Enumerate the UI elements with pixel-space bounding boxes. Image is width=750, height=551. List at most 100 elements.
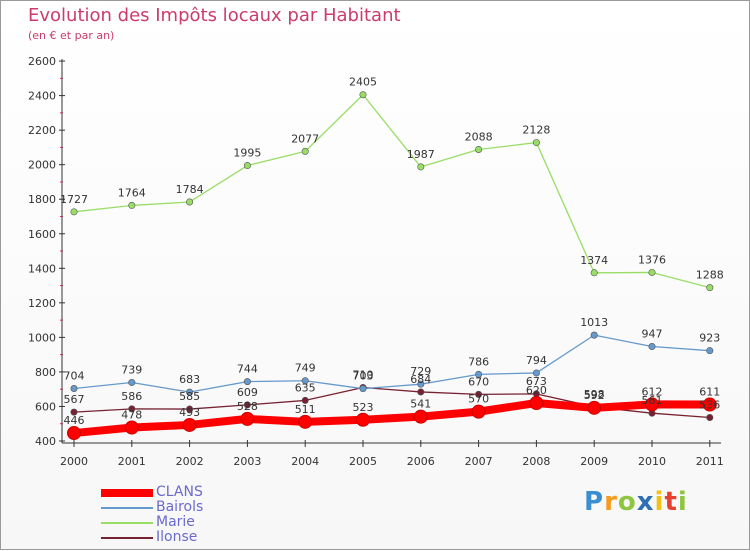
data-label-ilonse: 585 — [179, 390, 200, 403]
data-label-clans: 446 — [64, 414, 85, 427]
data-label-ilonse: 561 — [642, 394, 663, 407]
data-point-clans — [413, 409, 428, 424]
data-label-bairols: 786 — [468, 355, 489, 368]
data-label-bairols: 703 — [353, 370, 374, 383]
data-label-ilonse: 673 — [526, 375, 547, 388]
data-label-marie: 1987 — [407, 148, 435, 161]
legend-swatch — [101, 522, 153, 524]
data-point-ilonse — [706, 414, 714, 422]
logo-letter: P — [584, 487, 605, 517]
data-label-marie: 2405 — [349, 76, 377, 89]
x-tick-label: 2002 — [176, 455, 204, 468]
data-point-clans — [587, 400, 602, 415]
chart-title: Evolution des Impôts locaux par Habitant — [28, 5, 401, 26]
data-point-clans — [471, 404, 486, 419]
data-label-clans: 611 — [699, 386, 720, 399]
data-label-clans: 528 — [237, 400, 258, 413]
data-point-clans — [356, 412, 370, 427]
x-tick-label: 2001 — [118, 455, 146, 468]
data-label-bairols: 704 — [64, 369, 85, 382]
data-label-ilonse: 586 — [121, 390, 142, 403]
logo-letter: t — [664, 487, 678, 517]
data-point-bairols — [532, 369, 540, 377]
data-label-ilonse: 598 — [584, 388, 605, 401]
y-tick-label: 800 — [35, 366, 56, 379]
data-label-clans: 612 — [642, 385, 663, 398]
data-label-bairols: 683 — [179, 373, 200, 386]
data-label-bairols: 749 — [295, 362, 316, 375]
data-point-marie — [706, 284, 714, 292]
data-point-clans — [529, 396, 544, 411]
data-point-clans — [702, 397, 717, 412]
y-tick-label: 600 — [35, 400, 56, 413]
data-label-bairols: 739 — [121, 363, 142, 376]
data-label-ilonse: 710 — [353, 368, 374, 381]
data-point-marie — [417, 163, 425, 171]
data-label-clans: 523 — [353, 401, 374, 414]
data-label-clans: 620 — [526, 384, 547, 397]
data-label-marie: 2128 — [522, 124, 550, 137]
series-line-bairols — [73, 334, 711, 393]
logo-letter: i — [677, 487, 688, 517]
legend-item-ilonse: Ilonse — [101, 529, 301, 545]
data-label-marie: 1374 — [580, 254, 608, 267]
data-point-ilonse — [186, 405, 194, 413]
data-point-clans — [67, 426, 81, 441]
x-tick-label: 2004 — [291, 455, 319, 468]
data-label-clans: 541 — [410, 398, 431, 411]
logo-letter: r — [604, 487, 618, 517]
y-tick-label: 400 — [35, 435, 56, 448]
legend-label: Ilonse — [156, 529, 198, 545]
series-line-marie — [73, 94, 711, 289]
data-point-bairols — [359, 385, 367, 393]
data-label-marie: 1764 — [118, 186, 146, 199]
legend: CLANS Bairols Marie Ilonse — [101, 484, 301, 545]
data-label-ilonse: 635 — [295, 381, 316, 394]
data-point-bairols — [706, 347, 714, 355]
legend-item-bairols: Bairols — [101, 499, 301, 515]
data-label-bairols: 729 — [410, 365, 431, 378]
legend-swatch — [101, 507, 153, 509]
data-label-marie: 2077 — [291, 132, 319, 145]
data-point-ilonse — [243, 401, 251, 409]
y-tick-label: 1400 — [28, 262, 56, 275]
data-point-marie — [301, 147, 309, 155]
data-point-marie — [648, 268, 656, 276]
data-label-bairols: 947 — [642, 328, 663, 341]
x-tick-label: 2007 — [465, 455, 493, 468]
logo-letter: x — [636, 487, 655, 517]
legend-swatch — [101, 489, 153, 497]
data-point-bairols — [186, 388, 194, 396]
data-point-bairols — [417, 380, 425, 388]
x-tick-label: 2006 — [407, 455, 435, 468]
legend-item-clans: CLANS — [101, 484, 301, 500]
data-label-bairols: 923 — [699, 332, 720, 345]
y-tick-label: 1800 — [28, 193, 56, 206]
data-point-bairols — [243, 378, 251, 386]
x-tick-label: 2010 — [638, 455, 666, 468]
x-tick-label: 2009 — [580, 455, 608, 468]
y-tick-label: 2400 — [28, 90, 56, 103]
x-tick-label: 2008 — [522, 455, 550, 468]
data-label-clans: 478 — [121, 409, 142, 422]
proxiti-logo: Proxiti — [584, 487, 688, 517]
data-label-marie: 1288 — [696, 269, 724, 282]
x-tick-label: 2011 — [696, 455, 724, 468]
y-tick-label: 1000 — [28, 331, 56, 344]
data-point-ilonse — [70, 408, 78, 416]
data-point-ilonse — [417, 388, 425, 396]
x-tick-label: 2003 — [233, 455, 261, 468]
data-point-marie — [532, 139, 540, 147]
data-point-bairols — [475, 370, 483, 378]
logo-letter: i — [654, 487, 665, 517]
data-label-marie: 1995 — [233, 147, 261, 160]
y-tick-label: 1600 — [28, 228, 56, 241]
data-point-bairols — [128, 378, 136, 386]
data-point-clans — [645, 397, 659, 412]
data-label-bairols: 1013 — [580, 316, 608, 329]
x-tick-label: 2005 — [349, 455, 377, 468]
data-label-marie: 1784 — [176, 183, 204, 196]
data-label-clans: 493 — [179, 406, 200, 419]
y-tick-label: 2000 — [28, 159, 56, 172]
